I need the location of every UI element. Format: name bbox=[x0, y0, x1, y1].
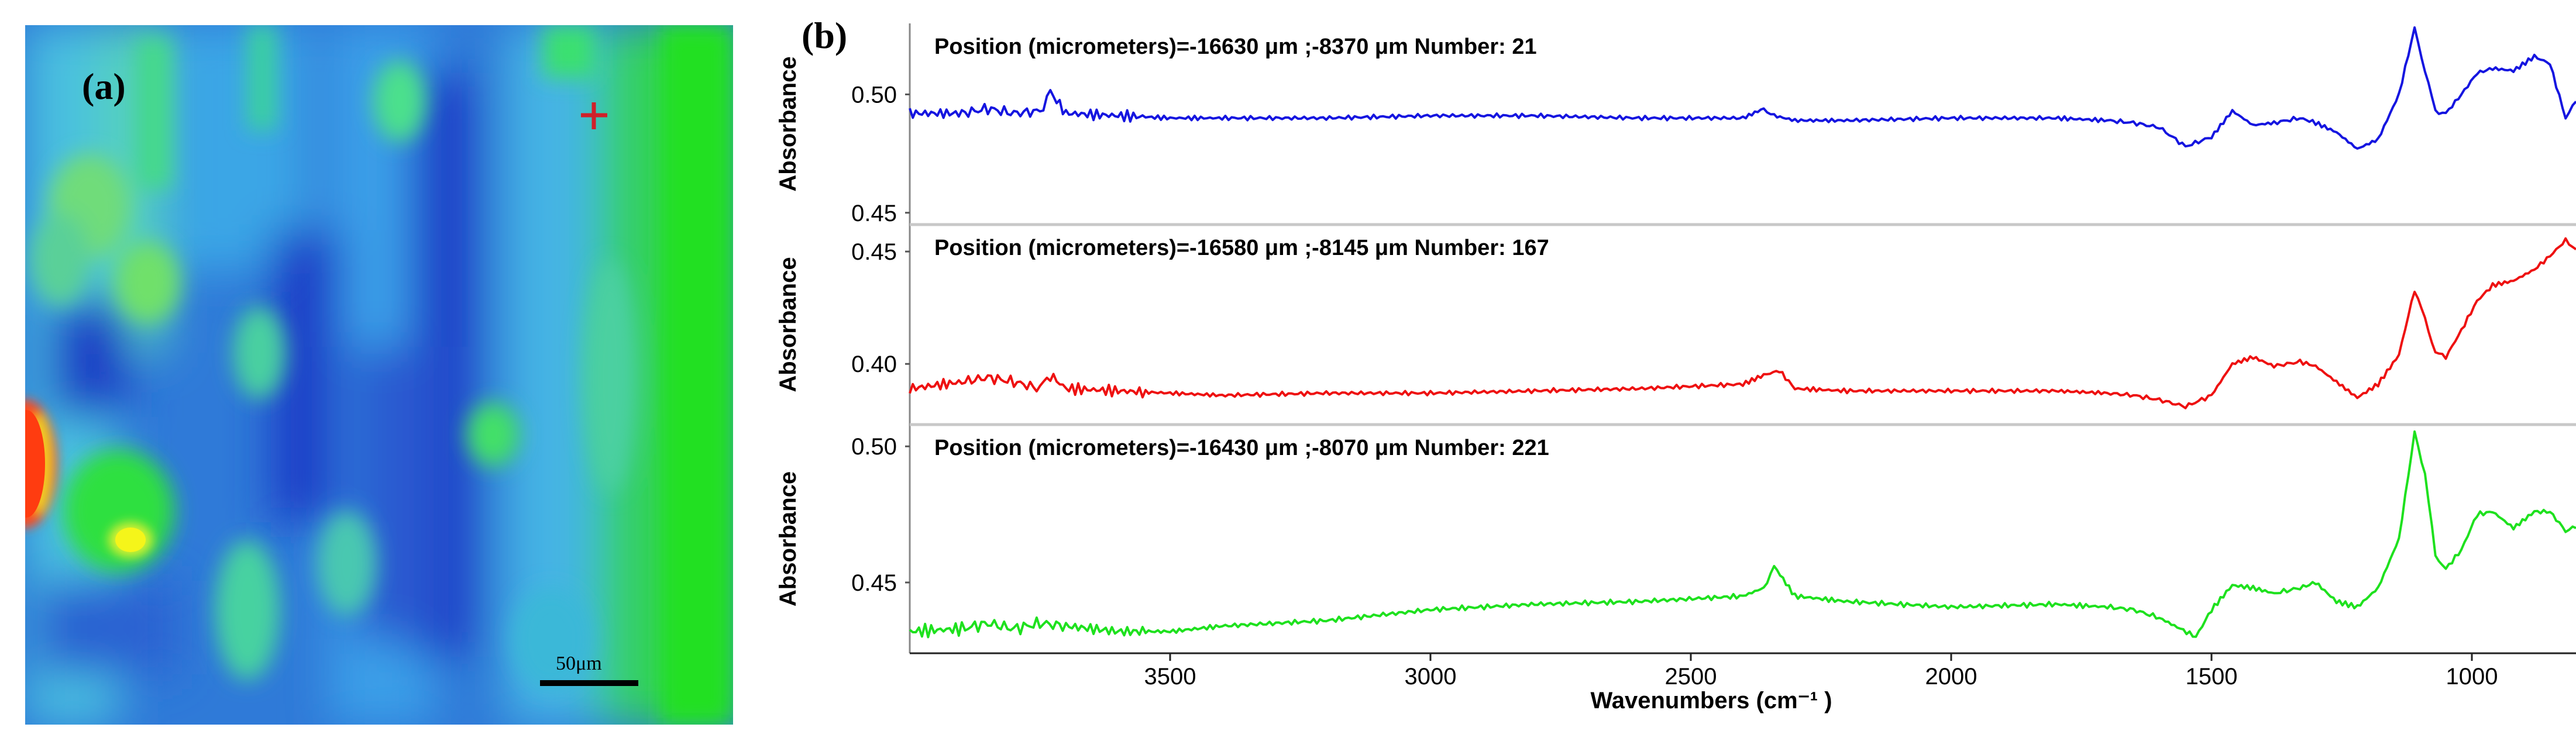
y-tick-label: 0.45 bbox=[851, 201, 897, 226]
x-tick-label: 1000 bbox=[2446, 664, 2498, 690]
x-axis-label: Wavenumbers (cm⁻¹ ) bbox=[1590, 688, 1832, 713]
y-tick-label: 0.45 bbox=[851, 239, 897, 265]
spectra-panels: 0.50 0.45 Absorbance Position (micrometers)… bbox=[775, 26, 2576, 639]
x-tick-label: 3000 bbox=[1405, 664, 1457, 690]
panel-a-label: (a) bbox=[82, 66, 126, 107]
y-tick-label: 0.50 bbox=[851, 82, 897, 108]
spectrum-title: Position (micrometers)=-16630 μm ;-8370 … bbox=[934, 35, 1537, 59]
spectrum-panel-3: 0.50 0.45 Absorbance Position (micrometers)… bbox=[775, 430, 2576, 639]
cross-marker bbox=[581, 102, 607, 129]
y-axis-label: Absorbance bbox=[775, 471, 801, 606]
y-axis-label: Absorbance bbox=[775, 56, 801, 191]
x-tick-label: 1500 bbox=[2186, 664, 2238, 690]
chemical-map: 50μm (a) bbox=[25, 25, 733, 725]
y-tick-label: 0.45 bbox=[851, 570, 897, 596]
x-axis: 3500 3000 2500 2000 1500 1000 bbox=[1144, 653, 2498, 690]
spectrum-title: Position (micrometers)=-16580 μm ;-8145 … bbox=[934, 236, 1549, 260]
y-tick-label: 0.50 bbox=[851, 434, 897, 460]
scale-bar-label: 50μm bbox=[556, 653, 602, 674]
spectrum-line-3 bbox=[909, 430, 2576, 639]
spectrum-line-1 bbox=[909, 26, 2576, 150]
heatmap-image bbox=[25, 25, 733, 725]
x-tick-label: 2000 bbox=[1925, 664, 1977, 690]
spectrum-line-2 bbox=[909, 237, 2576, 409]
panel-b-label: (b) bbox=[802, 15, 847, 56]
spectrum-panel-1: 0.50 0.45 Absorbance Position (micrometers)… bbox=[775, 26, 2576, 226]
y-tick-label: 0.40 bbox=[851, 351, 897, 377]
y-axis-label: Absorbance bbox=[775, 257, 801, 392]
x-tick-label: 3500 bbox=[1144, 664, 1196, 690]
spectrum-panel-2: 0.45 0.40 Absorbance Position (micrometers)… bbox=[775, 236, 2576, 409]
x-tick-label: 2500 bbox=[1665, 664, 1717, 690]
scale-bar bbox=[540, 680, 638, 686]
spectrum-title: Position (micrometers)=-16430 μm ;-8070 … bbox=[934, 436, 1549, 460]
